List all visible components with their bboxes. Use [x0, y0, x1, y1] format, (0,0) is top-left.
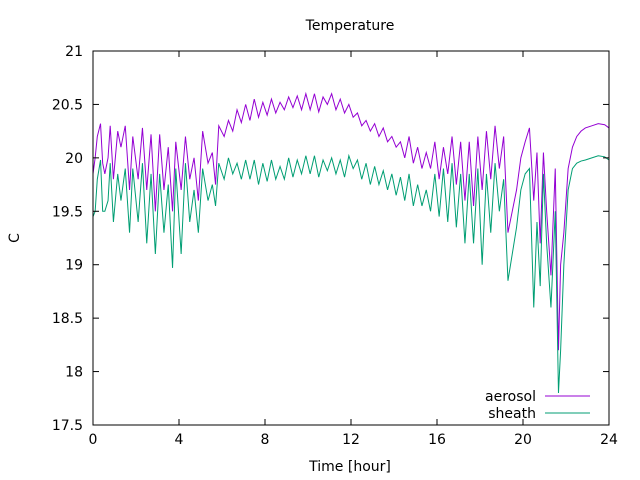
x-tick-label: 24	[600, 432, 618, 448]
x-tick-label: 4	[175, 432, 184, 448]
x-tick-label: 16	[428, 432, 446, 448]
y-tick-label: 17.5	[52, 418, 83, 434]
y-tick-label: 18	[65, 365, 83, 381]
x-tick-label: 0	[89, 432, 98, 448]
y-tick-label: 20	[65, 151, 83, 167]
y-tick-label: 18.5	[52, 311, 83, 327]
x-tick-label: 20	[514, 432, 532, 448]
legend-label-aerosol: aerosol	[485, 389, 536, 405]
y-axis-label: C	[7, 233, 23, 243]
plot-area	[92, 91, 610, 393]
chart-title: Temperature	[305, 18, 395, 34]
y-tick-label: 21	[65, 44, 83, 60]
y-tick-label: 19	[65, 258, 83, 274]
legend-label-sheath: sheath	[488, 406, 536, 422]
y-axis: 17.5 18 18.5 19 19.5 20 20.5 21	[52, 44, 609, 434]
series-line-sheath	[92, 153, 610, 393]
x-tick-label: 12	[342, 432, 360, 448]
x-axis: 0 4 8 12 16 20 24	[89, 51, 618, 448]
y-tick-label: 20.5	[52, 97, 83, 113]
x-axis-label: Time [hour]	[308, 459, 391, 475]
series-line-aerosol	[92, 91, 610, 351]
x-tick-label: 8	[261, 432, 270, 448]
y-tick-label: 19.5	[52, 204, 83, 220]
